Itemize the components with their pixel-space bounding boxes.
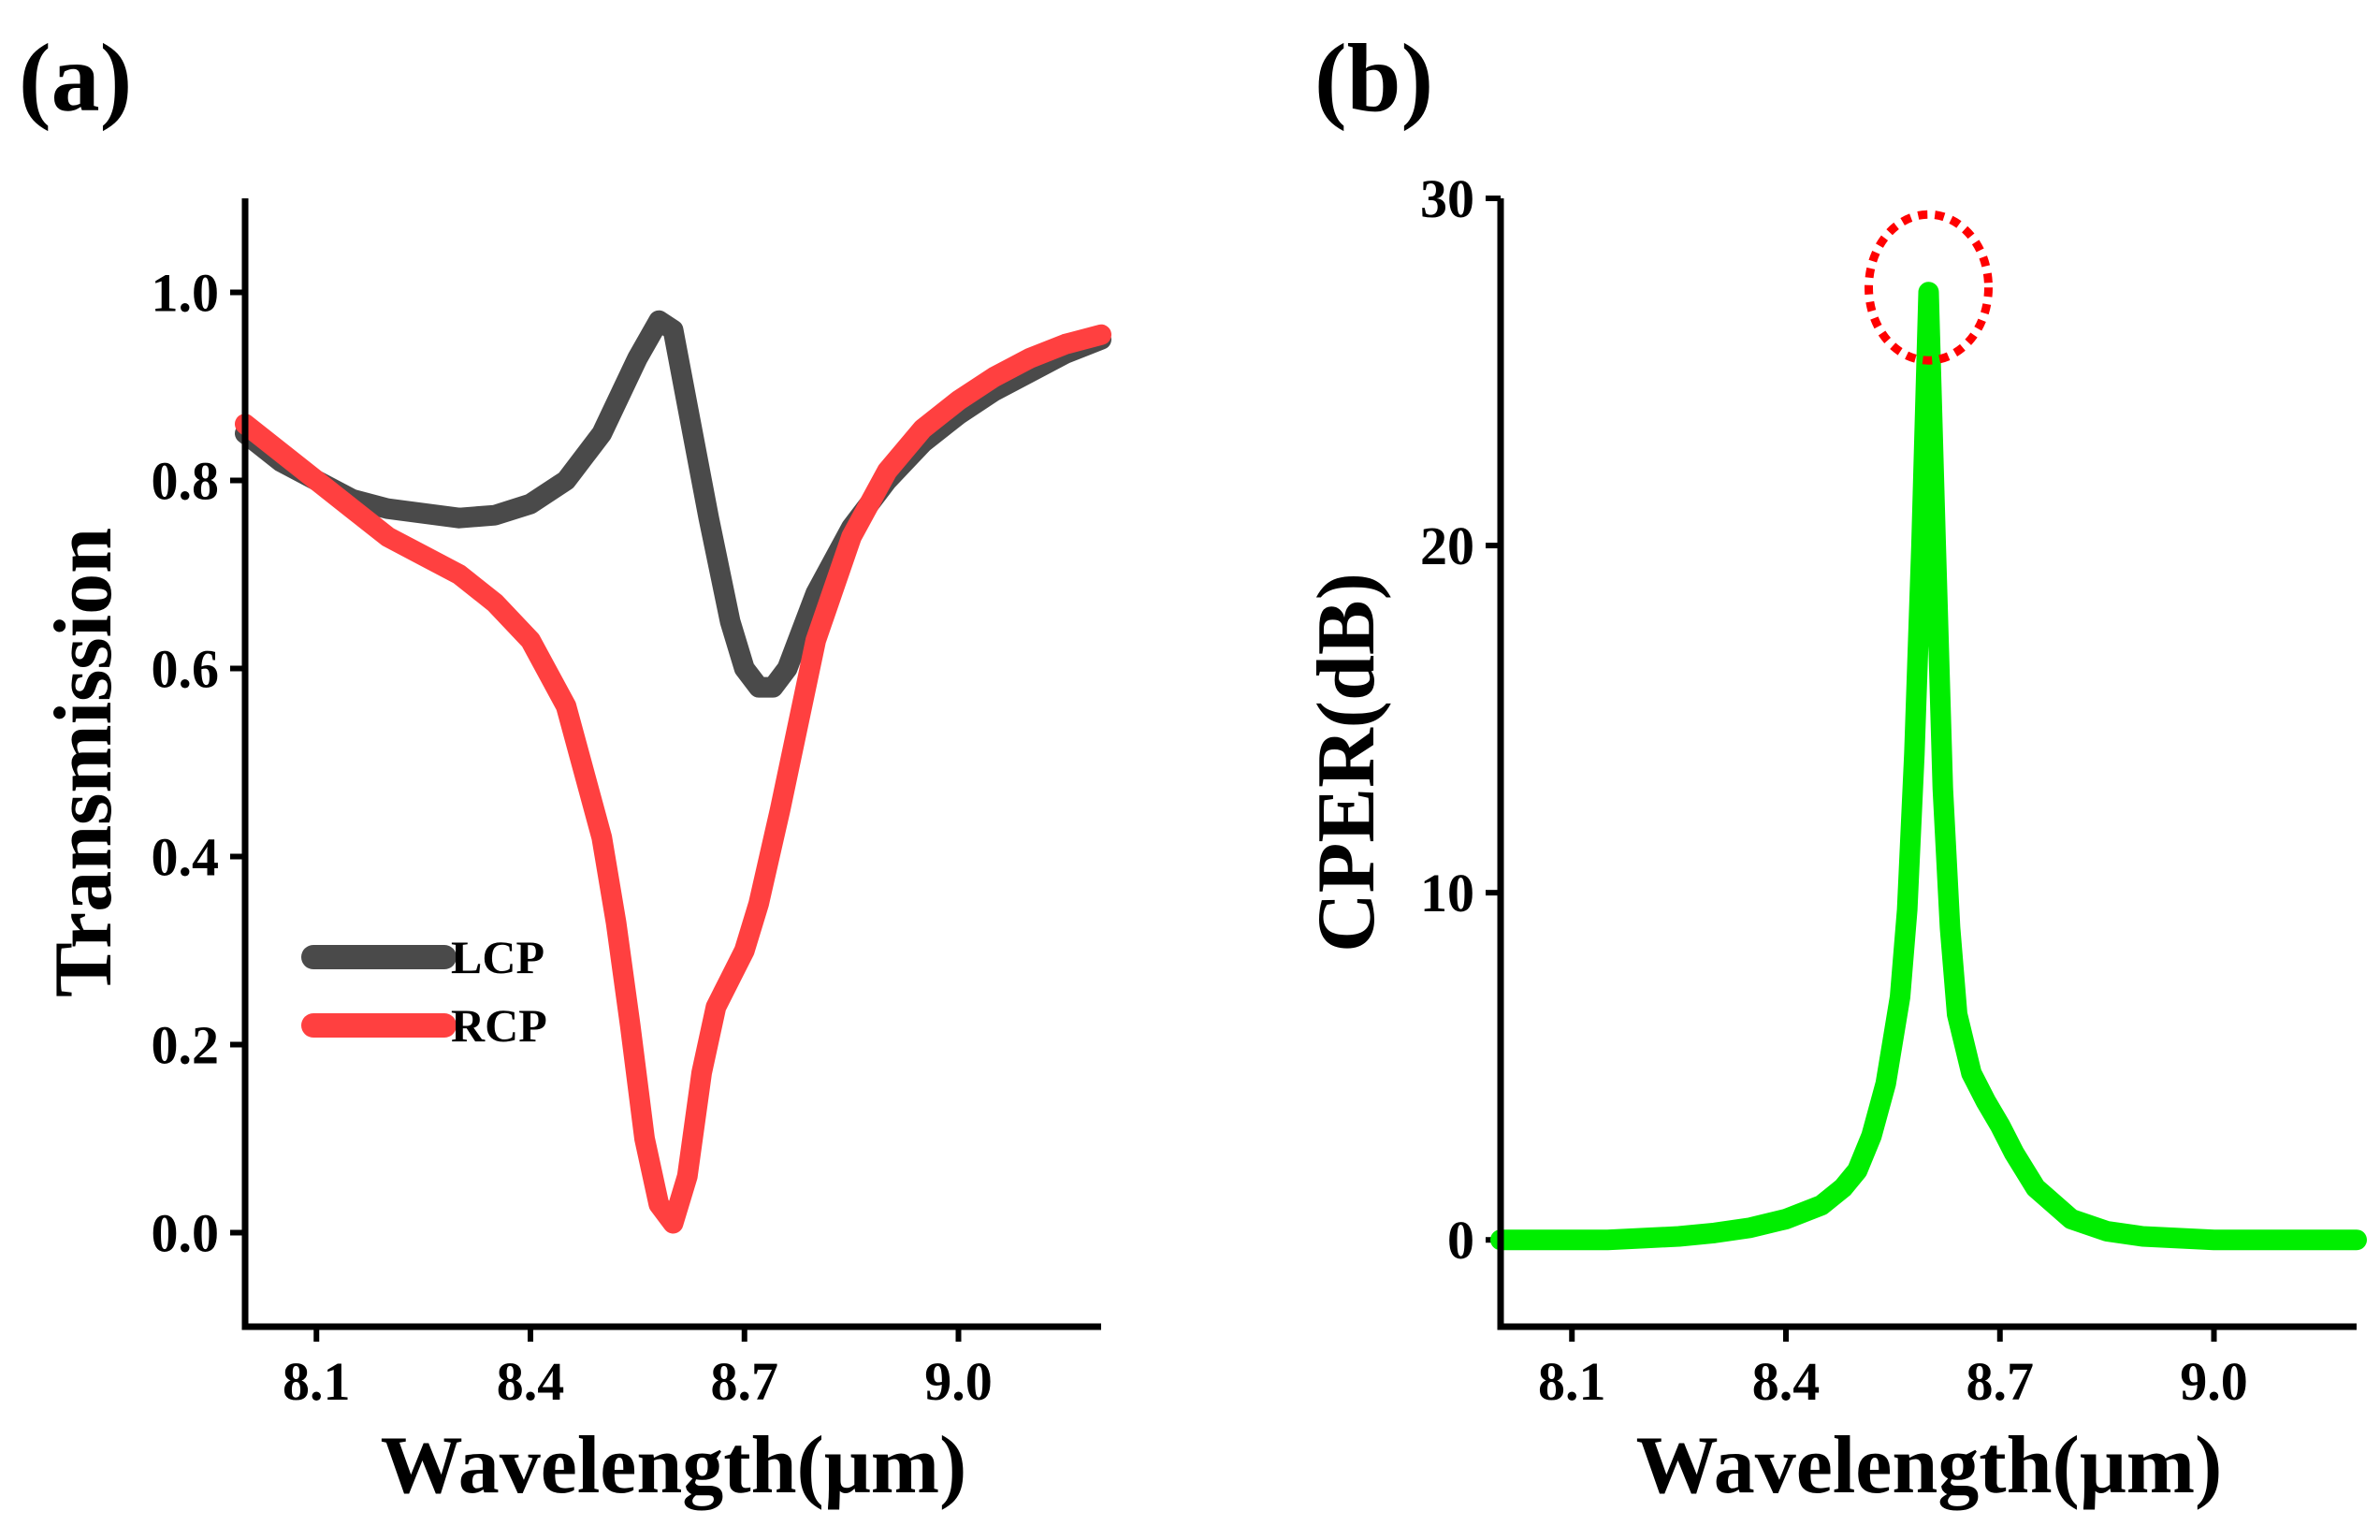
panel-a-axes	[241, 198, 1101, 1330]
legend-rcp-label: RCP	[451, 999, 547, 1052]
series-line-lcp	[235, 310, 1111, 698]
panel-b-label: (b)	[1314, 24, 1433, 132]
y-tick-label: 0.0	[152, 1203, 220, 1264]
peak-highlight-circle	[1865, 210, 1993, 365]
y-tick-label: 10	[1420, 863, 1474, 923]
y-tick-label: 1.0	[152, 263, 220, 324]
x-tick-label: 8.4	[497, 1351, 565, 1412]
panel-a-transmission-chart: (a) 8.1 8.4 8.7 9.0 0.0 0.2 0.4 0.6 0.8 1.0 LCP R…	[19, 24, 1111, 1511]
y-tick-label: 0	[1447, 1210, 1474, 1271]
y-tick-label: 0.8	[152, 451, 220, 512]
panel-b-y-axis-title: CPER(dB)	[1301, 573, 1392, 952]
panel-b-series	[1490, 282, 2367, 1251]
panel-b-axes	[1497, 198, 2357, 1330]
x-tick-label: 8.7	[1966, 1351, 2035, 1412]
panel-a-label: (a)	[19, 24, 132, 132]
y-tick-label: 20	[1420, 516, 1474, 576]
y-tick-label: 0.6	[152, 639, 220, 700]
series-line-cper	[1490, 282, 2367, 1251]
panel-b-x-axis-title: Wavelength(μm)	[1636, 1420, 2223, 1511]
x-tick-label: 8.7	[711, 1351, 779, 1412]
panel-b-ticks: 8.1 8.4 8.7 9.0 0 10 20 30	[1420, 168, 2248, 1412]
series-line-rcp	[235, 324, 1111, 1234]
legend-lcp-label: LCP	[451, 931, 544, 983]
x-tick-label: 9.0	[924, 1351, 993, 1412]
y-tick-label: 30	[1420, 168, 1474, 229]
panel-a-y-axis-title: Transmission	[38, 528, 129, 997]
y-tick-label: 0.4	[152, 827, 220, 888]
y-tick-label: 0.2	[152, 1015, 220, 1076]
x-tick-label: 8.1	[1538, 1351, 1606, 1412]
panel-a-series	[235, 310, 1111, 1234]
x-tick-label: 9.0	[2180, 1351, 2248, 1412]
x-tick-label: 8.1	[283, 1351, 351, 1412]
x-tick-label: 8.4	[1752, 1351, 1821, 1412]
panel-a-ticks: 8.1 8.4 8.7 9.0 0.0 0.2 0.4 0.6 0.8 1.0	[152, 263, 993, 1413]
panel-b-cper-chart: (b) 8.1 8.4 8.7 9.0 0 10 20 30 Wavelength(μm) C…	[1301, 24, 2367, 1511]
panel-a-x-axis-title: Wavelength(μm)	[381, 1420, 967, 1511]
panel-a-legend: LCP RCP	[301, 931, 547, 1052]
